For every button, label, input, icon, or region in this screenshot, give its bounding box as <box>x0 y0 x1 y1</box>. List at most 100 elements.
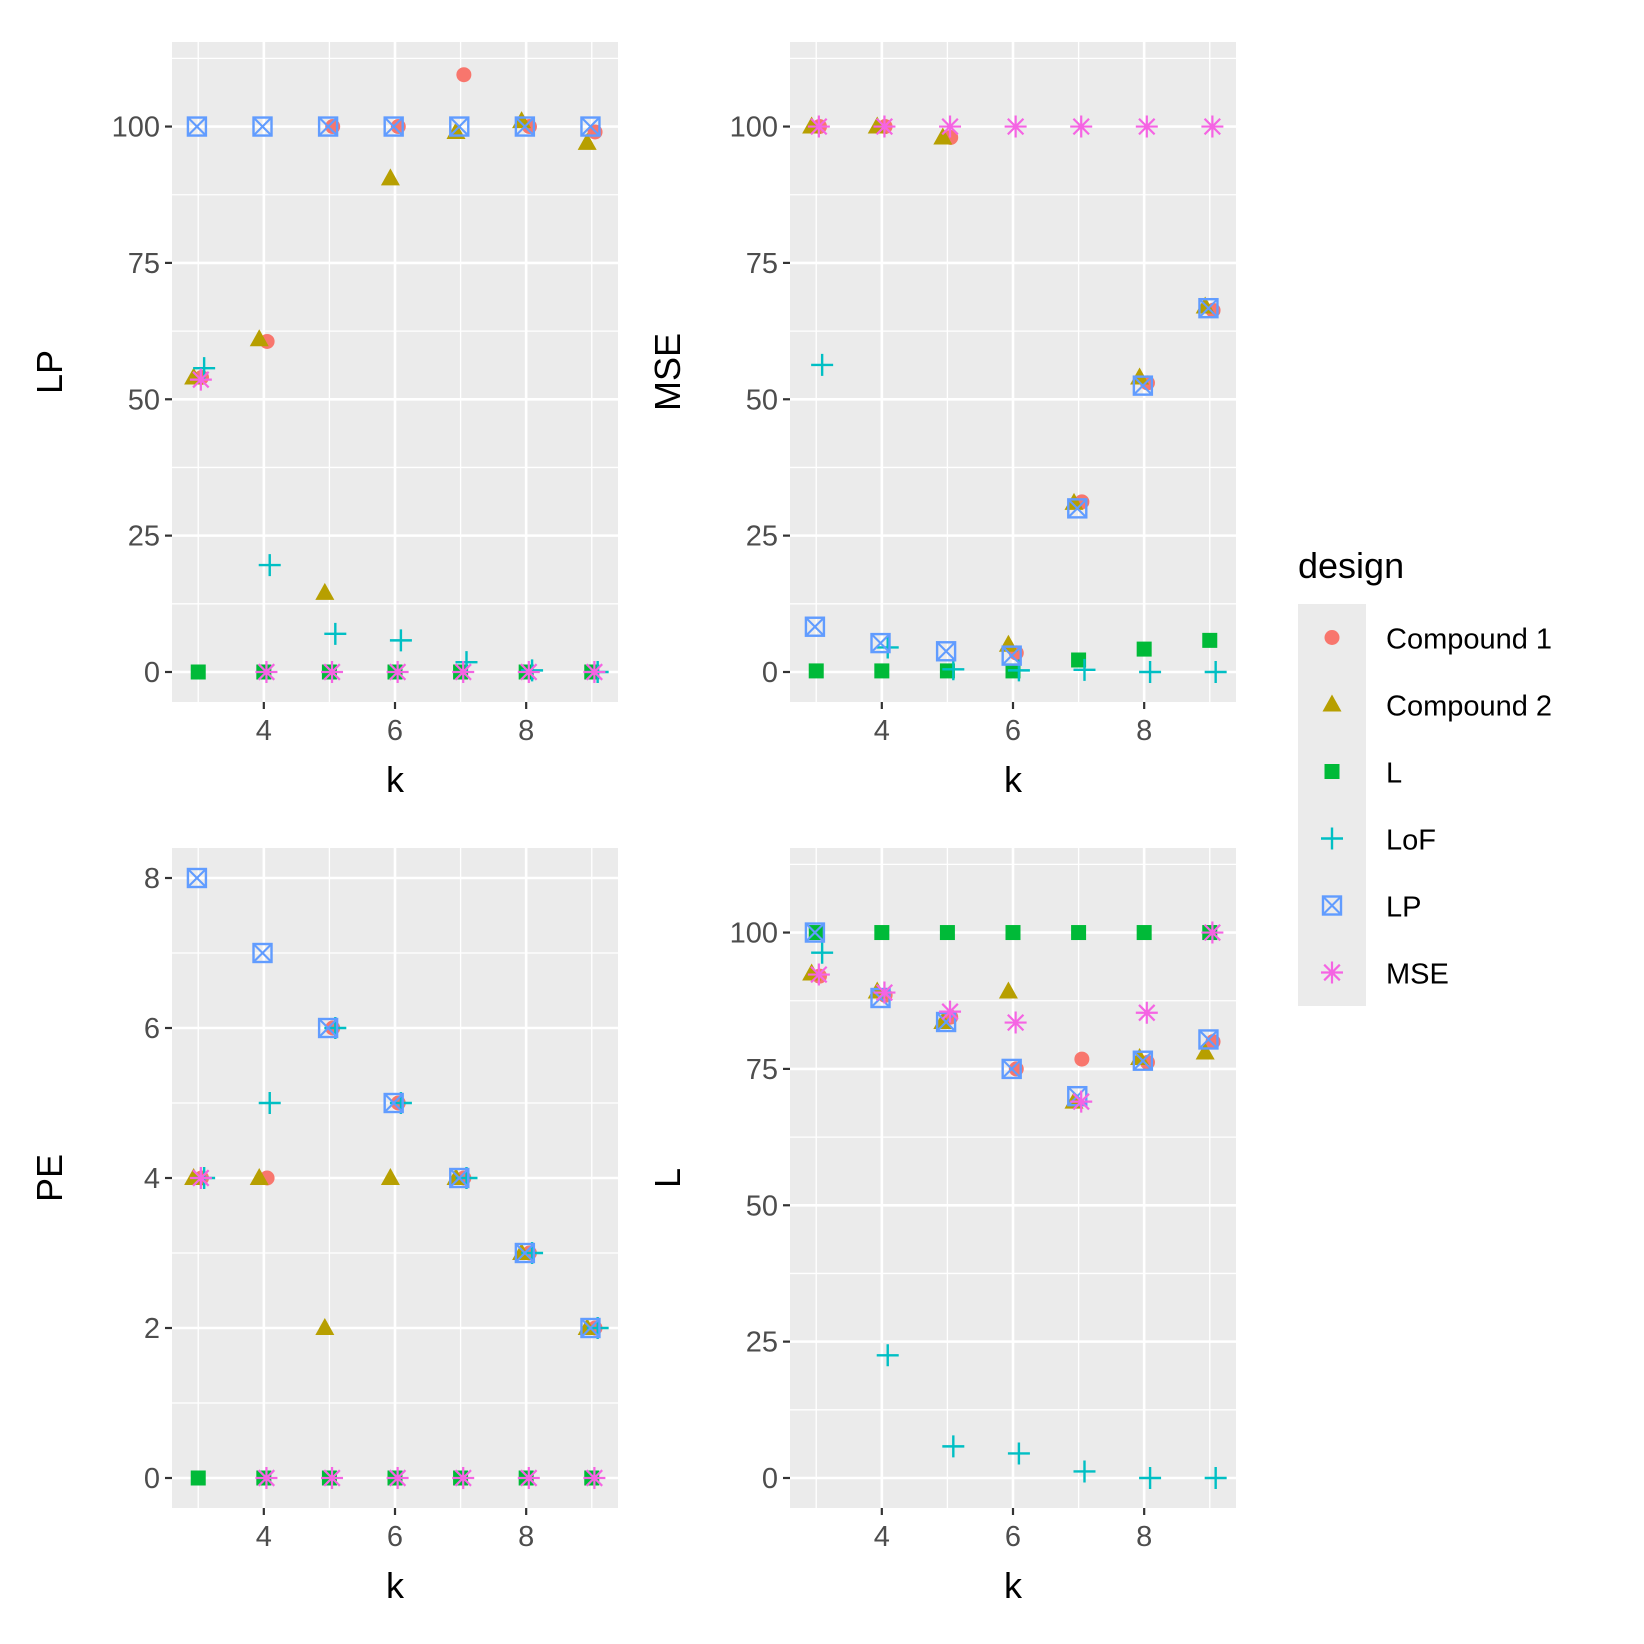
point-lp <box>514 1242 536 1264</box>
panels: 4 6 8 0 25 50 75 100 k LP 4 6 8 0 25 50 75 100 k MSE 4 6 8 0 2 4 6… <box>29 42 1236 1606</box>
point-l <box>874 663 890 679</box>
point-lof <box>1073 658 1096 681</box>
point-lof <box>521 659 544 682</box>
point-lof <box>1007 1442 1030 1465</box>
x-tick-label: 6 <box>1005 715 1021 747</box>
legend-label: Compound 2 <box>1386 691 1552 723</box>
point-lp <box>1132 375 1154 396</box>
point-lof <box>258 1092 281 1114</box>
data-points <box>802 115 1227 683</box>
point-lp <box>1132 1050 1154 1071</box>
x-axis-title: k <box>1004 759 1023 800</box>
x-axis-title: k <box>386 759 405 800</box>
point-compound-1 <box>1074 1051 1090 1067</box>
point-mse <box>189 368 212 391</box>
point-l <box>939 663 955 679</box>
point-mse <box>807 963 830 986</box>
point-lp <box>186 867 208 889</box>
y-tick-label: 100 <box>730 918 778 950</box>
point-lof <box>389 629 412 652</box>
point-lp <box>935 641 957 662</box>
point-lp <box>514 116 536 137</box>
x-tick-label: 6 <box>387 1521 403 1553</box>
point-lp <box>1001 1058 1022 1080</box>
point-l <box>1202 632 1218 648</box>
legend-label: LP <box>1386 892 1421 924</box>
point-lof <box>1204 1467 1227 1489</box>
point-mse <box>1201 921 1224 944</box>
point-lp <box>1067 498 1088 519</box>
point-mse <box>189 1167 212 1189</box>
legend-key-l <box>1324 764 1340 779</box>
legend-key-compound-1 <box>1324 630 1340 645</box>
y-tick-label: 0 <box>144 657 160 689</box>
x-tick-label: 6 <box>1005 1521 1021 1553</box>
point-mse <box>583 1467 606 1489</box>
point-mse <box>807 115 830 138</box>
x-tick-label: 8 <box>1136 1521 1152 1553</box>
point-mse <box>321 1467 344 1489</box>
point-lp <box>449 1167 470 1189</box>
point-compound-2 <box>249 329 269 347</box>
y-axis-title: LP <box>29 350 70 394</box>
y-tick-label: 0 <box>762 1463 778 1495</box>
x-axis-title: k <box>386 1565 405 1606</box>
point-compound-2 <box>380 1168 400 1185</box>
legend-label: LoF <box>1386 825 1436 857</box>
point-lp <box>580 1317 601 1339</box>
point-lof <box>942 658 965 681</box>
point-compound-2 <box>933 127 953 145</box>
point-mse <box>255 1467 278 1489</box>
point-lp <box>804 616 826 637</box>
panel-lp: 4 6 8 0 25 50 75 100 k LP <box>29 42 618 800</box>
point-mse <box>939 115 962 138</box>
x-tick-label: 4 <box>256 1521 272 1553</box>
y-tick-label: 75 <box>746 1054 778 1086</box>
legend-item: MSE <box>1321 959 1449 991</box>
point-lof <box>811 941 834 964</box>
x-tick-label: 6 <box>387 715 403 747</box>
data-points <box>184 867 609 1489</box>
point-mse <box>583 661 606 683</box>
legend-label: L <box>1386 758 1402 790</box>
legend-keys-background <box>1298 604 1366 1006</box>
y-tick-label: 50 <box>128 384 160 416</box>
legend-label: Compound 1 <box>1386 624 1552 656</box>
point-compound-2 <box>380 168 400 186</box>
point-lof <box>258 554 281 577</box>
data-points <box>802 921 1227 1489</box>
point-mse <box>873 115 896 138</box>
point-compound-2 <box>315 582 335 600</box>
point-compound-1 <box>456 67 472 83</box>
point-lp <box>449 116 470 137</box>
point-lof <box>1073 1460 1096 1483</box>
x-tick-label: 8 <box>518 715 534 747</box>
legend-key-lp <box>1321 895 1343 916</box>
point-lp <box>870 632 891 654</box>
point-lp <box>383 1092 404 1114</box>
point-mse <box>517 661 540 683</box>
point-mse <box>1201 115 1224 138</box>
point-mse <box>517 1467 540 1489</box>
point-lp <box>935 1011 957 1033</box>
y-tick-label: 2 <box>144 1313 160 1345</box>
point-l <box>1071 925 1087 941</box>
point-lp <box>383 116 404 137</box>
legend-item: L <box>1324 758 1402 790</box>
legend-item: Compound 1 <box>1324 624 1552 656</box>
point-lp <box>1001 645 1022 666</box>
y-axis-title: PE <box>29 1154 70 1202</box>
point-mse <box>321 661 344 683</box>
point-l <box>874 925 890 941</box>
y-tick-label: 100 <box>730 112 778 144</box>
point-mse <box>255 661 278 683</box>
point-compound-2 <box>577 132 597 150</box>
legend-key-lof <box>1321 827 1343 850</box>
y-axis-title: MSE <box>647 333 688 411</box>
legend-title: design <box>1298 545 1404 586</box>
y-tick-label: 75 <box>746 248 778 280</box>
point-mse <box>386 1467 409 1489</box>
data-points <box>184 67 609 683</box>
point-mse <box>452 1467 475 1489</box>
